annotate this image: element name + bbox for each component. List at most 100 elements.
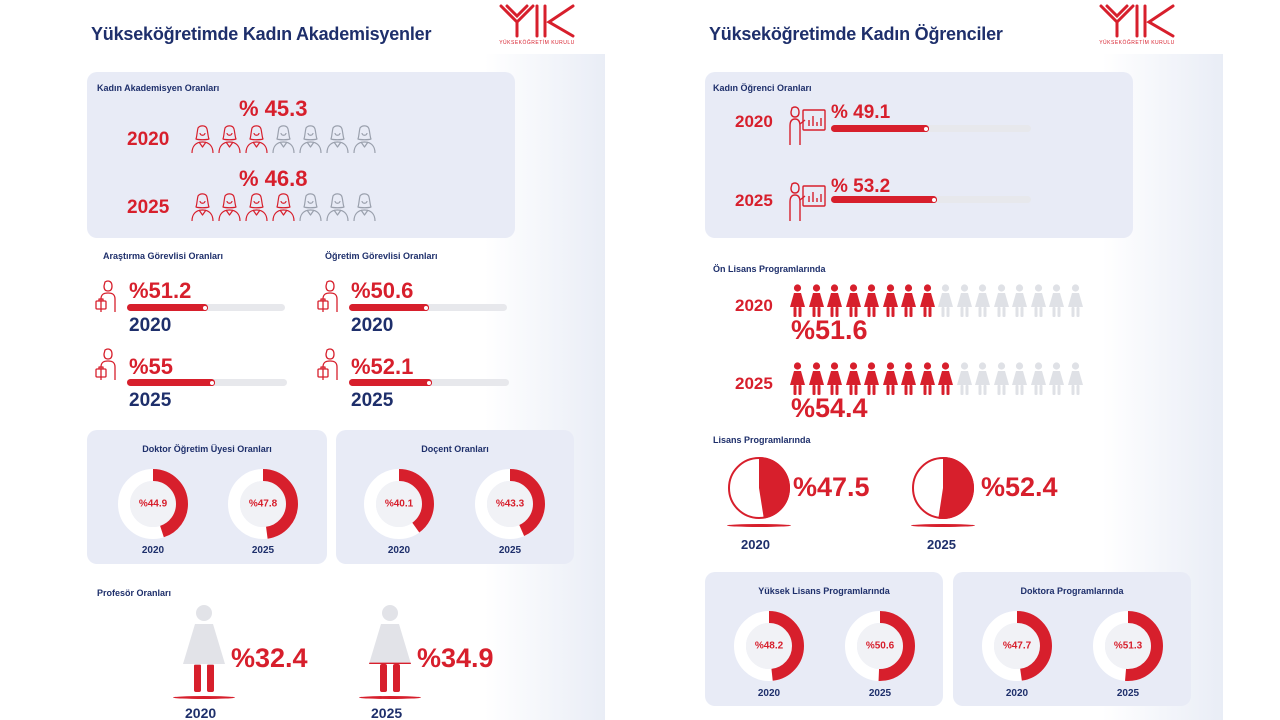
woman-solid-icon [938, 362, 953, 395]
docent-2020-donut: %40.1 [363, 468, 435, 540]
bachelor-2020-year: 2020 [741, 537, 770, 552]
professor-2020-figure [181, 604, 227, 699]
bachelor-2025-year: 2025 [927, 537, 956, 552]
donut-slice [982, 611, 1052, 681]
yok-logo: YÜKSEKÖĞRETİM KURULU [487, 2, 587, 52]
academics-2020-year: 2020 [127, 129, 170, 150]
doctor-faculty-2020-donut: %44.9 [117, 468, 189, 540]
woman-solid-icon [1049, 362, 1064, 395]
masters-2025-donut: %50.6 [844, 610, 916, 682]
bar-knob [422, 304, 429, 311]
donut-slice [364, 469, 434, 539]
research-2020-bar-fill [127, 304, 208, 311]
associate-2025-pct: %54.4 [791, 393, 868, 423]
woman-outline-icon [326, 125, 349, 154]
doctorate-2020-donut: %47.7 [981, 610, 1053, 682]
lecturer-2025-bar [349, 379, 509, 386]
woman-outline-icon [299, 193, 322, 222]
shadow [727, 524, 791, 527]
donut-slice [475, 469, 545, 539]
docent-label: Doçent Oranları [421, 444, 489, 454]
woman-solid-icon [901, 362, 916, 395]
donut-slice [734, 611, 804, 681]
research-2025-pct: %55 [129, 354, 174, 379]
donut-value: %40.1 [384, 498, 414, 510]
associate-label: Ön Lisans Programlarında [713, 264, 826, 274]
students-box [705, 72, 1133, 238]
woman-solid-icon [919, 362, 935, 395]
pie-chart [912, 457, 974, 519]
academics-2020-icons [190, 124, 379, 154]
woman-solid-icon [956, 362, 972, 395]
yok-logo-icon [1099, 4, 1175, 38]
students-2025-year: 2025 [735, 191, 773, 210]
woman-solid-icon [808, 284, 824, 317]
woman-solid-icon [956, 284, 972, 317]
donut-hole [746, 623, 792, 669]
logo-text: YÜKSEKÖĞRETİM KURULU [1099, 40, 1175, 46]
doctorate-2025-donut: %51.3 [1092, 610, 1164, 682]
donut-chart [982, 611, 1052, 681]
professor-2025-figure [367, 604, 413, 699]
masters-2020-donut: %48.2 [733, 610, 805, 682]
woman-outline-icon [353, 193, 376, 222]
woman-outline-icon [272, 193, 295, 222]
woman-figure-icon [183, 605, 225, 692]
lecturer-2020-icon [317, 279, 343, 318]
woman-outline-icon [245, 193, 268, 222]
panel-header [57, 0, 605, 54]
donut-slice [118, 469, 188, 539]
students-2025-bar [831, 196, 1031, 203]
woman-solid-icon [1067, 284, 1083, 317]
donut-value: %51.3 [1113, 640, 1143, 652]
yok-logo: YÜKSEKÖĞRETİM KURULU [1087, 2, 1187, 52]
donut-value: %47.7 [1002, 640, 1032, 652]
academics-2025-pct: % 46.8 [239, 166, 308, 191]
doctorate-label: Doktora Programlarında [1020, 586, 1124, 596]
donut-chart [475, 469, 545, 539]
woman-solid-icon [1012, 284, 1027, 317]
academics-box [87, 72, 515, 238]
students-2020-year: 2020 [735, 112, 773, 131]
donut-chart [845, 611, 915, 681]
research-2025-bar [127, 379, 287, 386]
lecturer-2020-bar [349, 304, 507, 311]
students-2025-bar-fill [831, 196, 938, 203]
lecturer-2025-icon [317, 347, 343, 386]
donut-hole [487, 481, 533, 527]
woman-solid-icon [975, 284, 990, 317]
donut-hole [994, 623, 1040, 669]
woman-solid-icon [993, 284, 1009, 317]
doctor-faculty-2025-donut: %47.8 [227, 468, 299, 540]
panel-title: Yükseköğretimde Kadın Öğrenciler [709, 24, 1003, 44]
donut-hole [857, 623, 903, 669]
woman-outline-icon [272, 125, 295, 154]
woman-solid-icon [845, 362, 861, 395]
bar-knob [923, 125, 930, 132]
professor-label: Profesör Oranları [97, 588, 172, 598]
lecturer-2025-pct: %52.1 [351, 354, 414, 379]
students-2020-icon [787, 104, 827, 151]
doctorate-2020-year: 2020 [1005, 688, 1029, 699]
bachelor-2025-pct: %52.4 [981, 472, 1058, 502]
doctor-faculty-label: Doktor Öğretim Üyesi Oranları [142, 444, 272, 454]
woman-outline-icon [299, 125, 322, 154]
donut-value: %43.3 [495, 498, 525, 510]
lecturer-label: Öğretim Görevlisi Oranları [325, 251, 438, 261]
donut-value: %50.6 [865, 640, 895, 652]
woman-solid-icon [938, 284, 953, 317]
research-2020-bar [127, 304, 285, 311]
bar-knob [209, 379, 215, 386]
associate-2020-icons [789, 284, 1085, 318]
shadow [359, 696, 421, 699]
students-2020-pct: % 49.1 [831, 102, 891, 123]
woman-solid-icon [975, 362, 990, 395]
students-2025-icon [787, 180, 827, 227]
woman-outline-icon [218, 125, 241, 154]
bachelor-2025-pie [911, 456, 975, 520]
academics-2025-icons [190, 192, 379, 222]
lecturer-2020-pct: %50.6 [351, 278, 414, 303]
doctor-faculty-2025-year: 2025 [251, 545, 275, 556]
associate-2025-year: 2025 [735, 374, 773, 393]
donut-slice [228, 469, 298, 539]
